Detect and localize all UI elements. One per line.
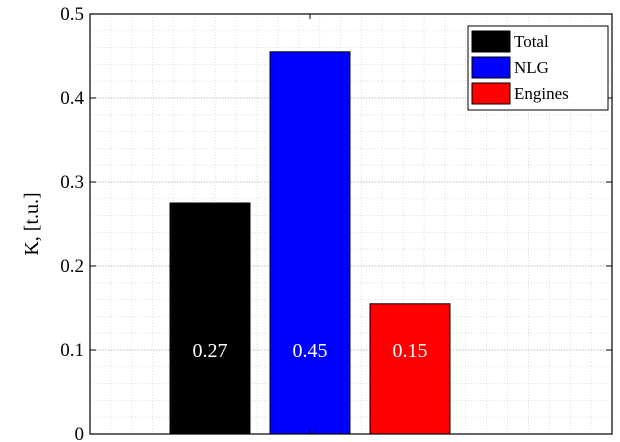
bar-total (169, 202, 251, 435)
legend-swatch-engines (471, 82, 511, 105)
bar-value-label: 0.45 (293, 340, 328, 362)
bar-engines (369, 303, 451, 435)
bar-value-label: 0.15 (393, 340, 428, 362)
y-axis-label: K, [t.u.] (21, 192, 43, 255)
legend-swatch-nlg (471, 56, 511, 79)
y-tick-label: 0.1 (60, 340, 84, 361)
y-tick-label: 0.4 (60, 88, 84, 109)
legend-swatch-total (471, 30, 511, 53)
legend-label-total: Total (514, 32, 549, 51)
axis-ticks (90, 13, 612, 435)
legend-label-engines: Engines (514, 84, 569, 103)
y-tick-label: 0 (75, 424, 85, 442)
plot-frame (89, 13, 613, 435)
legend: Total NLG Engines (467, 25, 609, 111)
y-tick-label: 0.2 (60, 256, 84, 277)
y-tick-label: 0.3 (60, 172, 84, 193)
y-tick-labels: 0 0.1 0.2 0.3 0.4 0.5 (60, 4, 84, 442)
bar-nlg (269, 51, 351, 435)
bar-value-label: 0.27 (193, 340, 228, 362)
y-tick-label: 0.5 (60, 4, 84, 25)
bar-labels: 0.27 0.45 0.15 (193, 340, 428, 362)
legend-label-nlg: NLG (514, 58, 549, 77)
bars (169, 51, 451, 435)
